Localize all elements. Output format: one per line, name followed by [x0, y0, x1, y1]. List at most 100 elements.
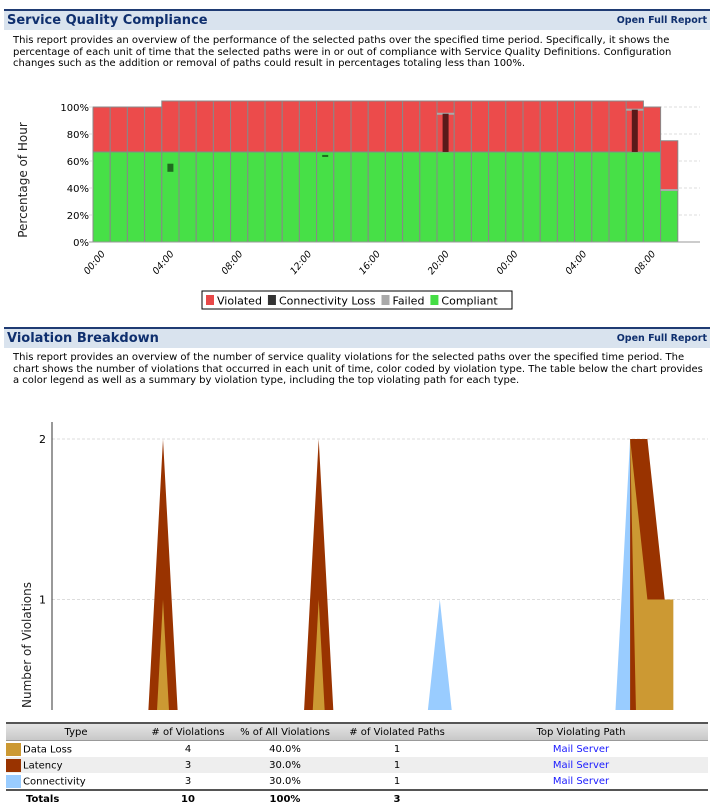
failed-segment	[660, 189, 678, 192]
compliant-bar-segment	[126, 151, 146, 243]
color-swatch	[6, 774, 21, 788]
area-connectivity	[427, 439, 636, 710]
top-path-link[interactable]: Mail Server	[552, 759, 610, 771]
section-title: Service Quality Compliance	[7, 13, 208, 28]
y-tick-label: 0%	[73, 238, 89, 249]
violated-bar-segment	[230, 100, 249, 153]
compliant-bar-segment	[453, 151, 472, 243]
legend-label: Violated	[217, 295, 262, 308]
violated-bar-segment	[556, 100, 576, 153]
type-label: Data Loss	[23, 744, 72, 755]
violated-bar-segment	[350, 100, 369, 153]
compliant-bar-segment	[298, 151, 318, 243]
total-count: 10	[146, 789, 230, 807]
y-tick-label: 100%	[60, 103, 89, 114]
violated-bar-segment	[298, 100, 318, 153]
x-tick-label: 00:00	[495, 249, 521, 277]
x-tick-label: 08:00	[632, 249, 658, 277]
legend-label: Connectivity Loss	[279, 295, 376, 308]
compliant-bar-segment	[470, 151, 490, 243]
pct: 30.0%	[230, 757, 340, 773]
violated-bar-segment	[539, 100, 558, 153]
compliant-bar-segment	[419, 151, 438, 243]
paths: 1	[340, 757, 454, 773]
x-tick-label: 04:00	[151, 249, 177, 277]
connectivity-loss-segment	[442, 113, 449, 152]
top-path-link[interactable]: Mail Server	[552, 743, 610, 755]
compliant-bar-segment	[574, 151, 593, 243]
violated-bar-segment	[212, 100, 232, 153]
x-tick-label: 16:00	[357, 249, 383, 277]
count: 4	[184, 743, 192, 755]
open-full-report-link[interactable]: Open Full Report	[616, 333, 707, 344]
violated-bar-segment	[660, 140, 679, 191]
x-tick-label: 04:00	[563, 249, 589, 277]
total-paths: 3	[340, 789, 454, 807]
compliant-bar-segment	[625, 151, 644, 243]
compliant-bar-segment	[642, 151, 662, 243]
violation-summary-table: Type # of Violations % of All Violations…	[6, 722, 708, 807]
col-count: # of Violations	[146, 722, 230, 741]
legend-swatch	[430, 295, 439, 305]
y-axis-label: Percentage of Hour	[16, 122, 30, 238]
compliance-chart: 0% 20% 40% 60% 80% 100% Percentage of Hour 00:0…	[16, 100, 700, 310]
y-tick-label: 40%	[67, 184, 89, 195]
violated-bar-segment	[470, 100, 490, 153]
compliant-bar-segment	[660, 189, 679, 243]
section-description: This report provides an overview of the …	[13, 35, 672, 69]
area-data-loss	[157, 439, 674, 710]
col-top-path: Top Violating Path	[454, 722, 708, 741]
violated-bar-segment	[126, 106, 146, 153]
top-path-link[interactable]: Mail Server	[552, 775, 610, 787]
compliant-bar-segment	[109, 151, 128, 243]
violated-bar-segment	[92, 106, 111, 153]
violated-bar-segment	[161, 100, 180, 153]
col-type: Type	[6, 722, 146, 741]
open-full-report-link[interactable]: Open Full Report	[616, 15, 707, 26]
connectivity-loss-segment	[167, 163, 174, 172]
total-pct: 100%	[230, 789, 340, 807]
compliant-bar-segment	[212, 151, 232, 243]
violated-bar-segment	[281, 100, 300, 153]
compliant-bar-segment	[247, 151, 266, 243]
compliant-bar-segment	[488, 151, 507, 243]
violated-bar-segment	[178, 100, 197, 153]
legend-label: Failed	[393, 295, 425, 308]
table-header: Type # of Violations % of All Violations…	[6, 722, 708, 741]
connectivity-loss-segment	[631, 109, 638, 152]
compliant-bar-segment	[384, 151, 404, 243]
violated-bar-segment	[333, 100, 352, 153]
violated-bar-segment	[144, 106, 163, 153]
table-row: Latency 3 30.0% 1 Mail Server	[6, 757, 708, 773]
totals-label: Totals	[6, 789, 146, 807]
compliant-bar-segment	[608, 151, 627, 243]
compliant-bar-segment	[92, 151, 111, 243]
violated-bar-segment	[505, 100, 524, 153]
color-swatch	[6, 742, 21, 756]
violated-bar-segment	[453, 100, 472, 153]
failed-segment	[626, 108, 644, 111]
paths: 1	[393, 775, 401, 787]
y-tick-label: 1	[39, 594, 46, 607]
violated-bar-segment	[488, 100, 507, 153]
compliant-bar-segment	[333, 151, 352, 243]
violations-chart: 012Number of Violations00:0004:0008:0012…	[20, 422, 708, 710]
violated-bar-segment	[591, 100, 610, 153]
compliant-bar-segment	[144, 151, 163, 243]
compliant-bar-segment	[556, 151, 576, 243]
violated-bar-segment	[642, 106, 662, 153]
totals-row: Totals 10 100% 3	[6, 789, 708, 807]
violated-bar-segment	[574, 100, 593, 153]
section-header-violations: Violation Breakdown Open Full Report	[4, 327, 710, 348]
violated-bar-segment	[522, 100, 541, 153]
violated-bar-segment	[608, 100, 627, 153]
table-row: Data Loss 4 40.0% 1 Mail Server	[6, 741, 708, 758]
y-tick-label: 2	[39, 433, 46, 446]
type-label: Latency	[23, 760, 63, 771]
compliant-bar-segment	[436, 151, 455, 243]
table-row: Connectivity 3 30.0% 1 Mail Server	[6, 773, 708, 790]
color-swatch	[6, 758, 21, 772]
count: 3	[146, 757, 230, 773]
col-pct: % of All Violations	[230, 722, 340, 741]
violated-bar-segment	[247, 100, 266, 153]
